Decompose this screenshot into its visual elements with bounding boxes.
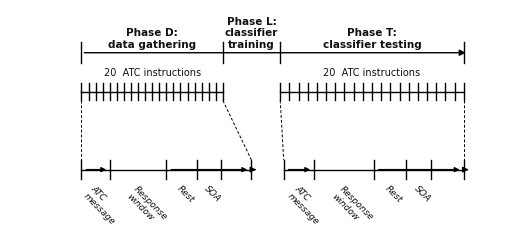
Text: SOA: SOA: [203, 183, 222, 203]
Text: ATC
message: ATC message: [286, 183, 328, 226]
Text: Response
window: Response window: [125, 183, 169, 228]
Text: Rest: Rest: [384, 183, 404, 204]
Text: ATC
message: ATC message: [82, 183, 125, 226]
Text: SOA: SOA: [412, 183, 432, 203]
Text: Phase L:
classifier
training: Phase L: classifier training: [225, 17, 278, 50]
Text: 20  ATC instructions: 20 ATC instructions: [324, 68, 421, 78]
Text: Response
window: Response window: [330, 183, 375, 228]
Text: Phase T:
classifier testing: Phase T: classifier testing: [323, 28, 421, 50]
Text: 20  ATC instructions: 20 ATC instructions: [103, 68, 201, 78]
Text: Rest: Rest: [175, 183, 196, 204]
Text: Phase D:
data gathering: Phase D: data gathering: [108, 28, 196, 50]
